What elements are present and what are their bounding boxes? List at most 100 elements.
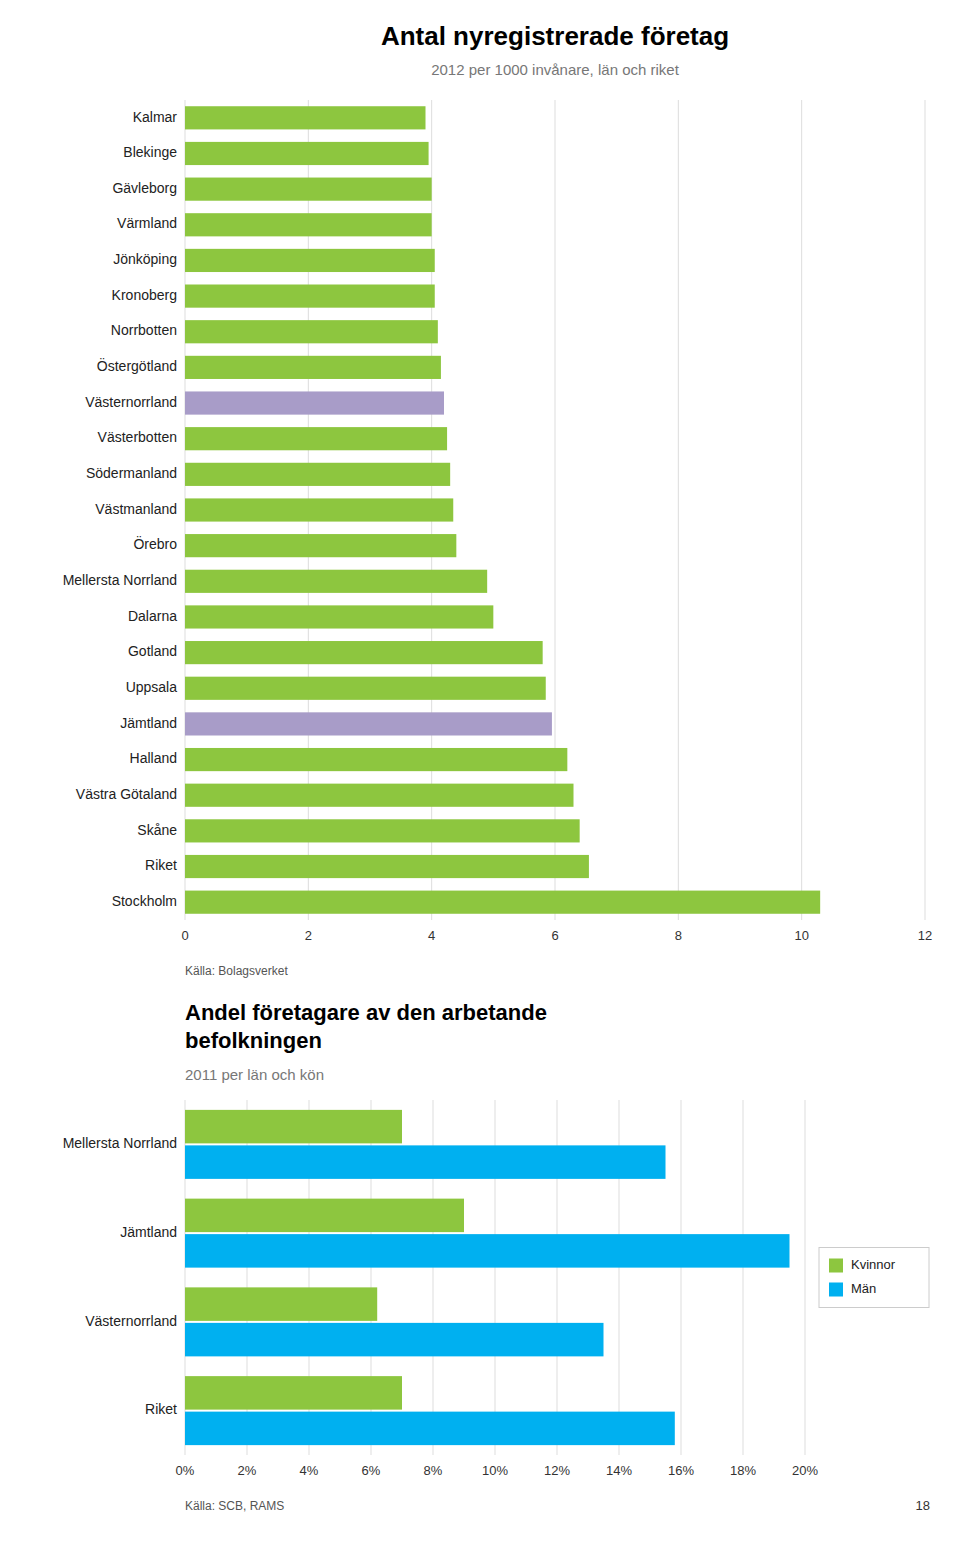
bar xyxy=(185,677,546,700)
x-axis: 0%2%4%6%8%10%12%14%16%18%20% xyxy=(176,1100,819,1478)
tick-label: 4% xyxy=(300,1463,319,1478)
bars xyxy=(185,1110,790,1445)
category-label: Norrbotten xyxy=(111,322,177,338)
subtitle: 2011 per län och kön xyxy=(185,1066,324,1083)
category-label: Jönköping xyxy=(113,251,177,267)
category-label: Västmanland xyxy=(95,501,177,517)
bar xyxy=(185,142,429,165)
tick-label: 12% xyxy=(544,1463,570,1478)
tick-label: 6 xyxy=(551,928,558,943)
bar xyxy=(185,213,432,236)
category-label: Västra Götaland xyxy=(76,786,177,802)
subtitle: 2012 per 1000 invånare, län och riket xyxy=(431,61,680,78)
y-axis: Kalmar Blekinge Gävleborg Värmland Jönköping… xyxy=(63,109,178,909)
bar xyxy=(185,1145,666,1179)
legend-label: Män xyxy=(851,1281,876,1296)
grid-line xyxy=(925,100,926,920)
tick-label: 20% xyxy=(792,1463,818,1478)
y-axis: Mellersta Norrland Jämtland Västernorrland… xyxy=(63,1135,177,1417)
tick-label: 8 xyxy=(675,928,682,943)
chart: Andel företagare av den arbetande befolkn… xyxy=(63,1000,930,1513)
bar xyxy=(185,891,820,914)
grid-line xyxy=(801,100,802,920)
tick-label: 18% xyxy=(730,1463,756,1478)
category-label: Östergötland xyxy=(97,357,177,374)
bar xyxy=(185,1234,790,1268)
category-label: Stockholm xyxy=(112,893,177,909)
category-label: Riket xyxy=(145,1401,177,1417)
category-label: Jämtland xyxy=(120,1224,177,1240)
category-label: Blekinge xyxy=(123,144,177,160)
tick-label: 2 xyxy=(305,928,312,943)
category-label: Uppsala xyxy=(126,679,178,695)
bar xyxy=(185,712,552,735)
bar xyxy=(185,391,444,414)
category-label: Gotland xyxy=(128,643,177,659)
bar xyxy=(185,855,589,878)
figure: Antal nyregistrerade företag 2012 per 100… xyxy=(0,0,960,1554)
tick-label: 0% xyxy=(176,1463,195,1478)
legend-label: Kvinnor xyxy=(851,1257,896,1272)
chart: Antal nyregistrerade företag 2012 per 100… xyxy=(63,21,933,978)
bar xyxy=(185,356,441,379)
category-label: Skåne xyxy=(137,822,177,838)
tick-label: 14% xyxy=(606,1463,632,1478)
bar xyxy=(185,819,580,842)
annotation: 18 xyxy=(916,1498,930,1513)
bar xyxy=(185,1287,377,1321)
bars xyxy=(185,106,820,914)
legend-box xyxy=(819,1248,929,1308)
bar xyxy=(185,320,438,343)
legend-swatch xyxy=(829,1259,843,1273)
bar xyxy=(185,605,493,628)
category-label: Halland xyxy=(130,750,177,766)
category-label: Jämtland xyxy=(120,715,177,731)
grid-line xyxy=(805,1100,806,1455)
bar xyxy=(185,641,543,664)
bar xyxy=(185,1376,402,1410)
title-line: Antal nyregistrerade företag xyxy=(381,21,729,51)
title: Antal nyregistrerade företag xyxy=(381,21,729,51)
category-label: Mellersta Norrland xyxy=(63,1135,177,1151)
grid-line xyxy=(743,1100,744,1455)
bar xyxy=(185,178,432,201)
title: Andel företagare av den arbetande befolkn… xyxy=(185,1000,547,1053)
category-label: Västerbotten xyxy=(98,429,177,445)
category-label: Kalmar xyxy=(133,109,178,125)
tick-label: 2% xyxy=(238,1463,257,1478)
bar xyxy=(185,1412,675,1446)
legend-swatch xyxy=(829,1283,843,1297)
bar xyxy=(185,249,435,272)
bar xyxy=(185,463,450,486)
grid-line xyxy=(681,1100,682,1455)
bar xyxy=(185,106,426,129)
tick-label: 16% xyxy=(668,1463,694,1478)
bar xyxy=(185,1323,604,1357)
tick-label: 10% xyxy=(482,1463,508,1478)
bar xyxy=(185,285,435,308)
category-label: Kronoberg xyxy=(112,287,177,303)
tick-label: 12 xyxy=(918,928,932,943)
category-label: Riket xyxy=(145,857,177,873)
bar xyxy=(185,570,487,593)
bar xyxy=(185,1110,402,1144)
category-label: Dalarna xyxy=(128,608,177,624)
source: Källa: SCB, RAMS xyxy=(185,1499,284,1513)
background xyxy=(0,0,960,1554)
bar xyxy=(185,427,447,450)
category-label: Värmland xyxy=(117,215,177,231)
category-label: Örebro xyxy=(133,535,177,552)
category-label: Södermanland xyxy=(86,465,177,481)
category-label: Västernorrland xyxy=(85,394,177,410)
title-line: Andel företagare av den arbetande xyxy=(185,1000,547,1025)
grid-line xyxy=(678,100,679,920)
bar xyxy=(185,1199,464,1233)
legend: Kvinnor Män xyxy=(819,1248,929,1308)
category-label: Västernorrland xyxy=(85,1313,177,1329)
category-label: Mellersta Norrland xyxy=(63,572,177,588)
bar xyxy=(185,748,567,771)
tick-label: 8% xyxy=(424,1463,443,1478)
category-label: Gävleborg xyxy=(112,180,177,196)
bar xyxy=(185,498,453,521)
title-line: befolkningen xyxy=(185,1028,322,1053)
